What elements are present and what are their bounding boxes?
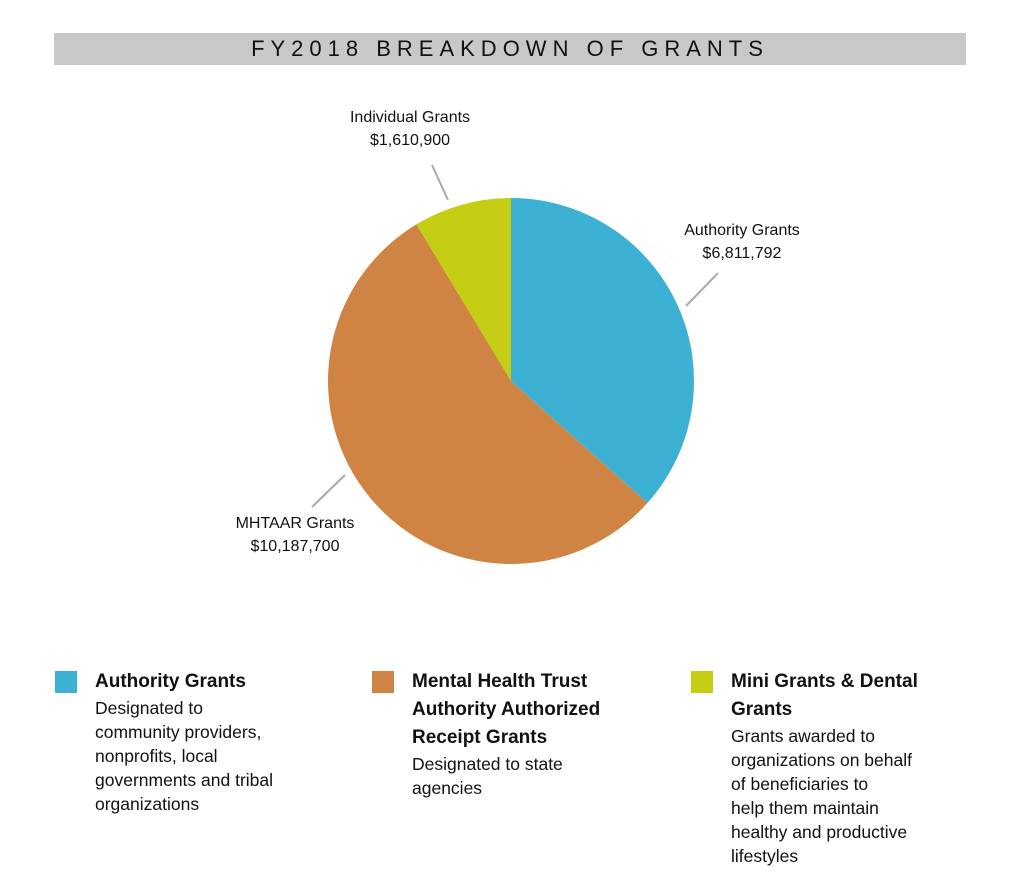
legend-heading: Authority Grants [95, 671, 246, 692]
chart-title: FY2018 BREAKDOWN OF GRANTS [251, 36, 769, 61]
slice-value: $1,610,900 [369, 132, 451, 149]
pie-slice-individual-grants [416, 198, 511, 381]
leader-line-authority [685, 272, 719, 307]
legend-swatch [55, 671, 77, 693]
slice-label: MHTAAR Grants [235, 515, 355, 532]
legend-description: Designated to state agencies [412, 754, 563, 798]
legend-heading: Mini Grants & Dental Grants [731, 671, 918, 720]
chart-title-bar: FY2018 BREAKDOWN OF GRANTS [54, 33, 966, 65]
slice-label: Authority Grants [684, 222, 800, 239]
legend-heading: Mental Health Trust Authority Authorized… [412, 671, 601, 748]
pie-slice-mhtaar-grants [327, 224, 648, 564]
data-label-mhtaar: MHTAAR Grants $10,187,700 [205, 512, 385, 558]
legend-swatch [372, 671, 394, 693]
legend-description: Grants awarded to organizations on behal… [731, 726, 912, 866]
legend-description: Designated to community providers, nonpr… [95, 698, 274, 814]
slice-label: Individual Grants [349, 109, 471, 126]
data-label-authority: Authority Grants $6,811,792 [652, 219, 832, 265]
slice-value: $6,811,792 [702, 245, 782, 262]
legend-swatch [691, 671, 713, 693]
pie-slice-authority-grants [511, 198, 694, 503]
leader-line-individual [431, 164, 449, 201]
slice-value: $10,187,700 [250, 538, 340, 555]
data-label-individual: Individual Grants $1,610,900 [320, 106, 500, 152]
leader-line-mhtaar [311, 474, 346, 508]
